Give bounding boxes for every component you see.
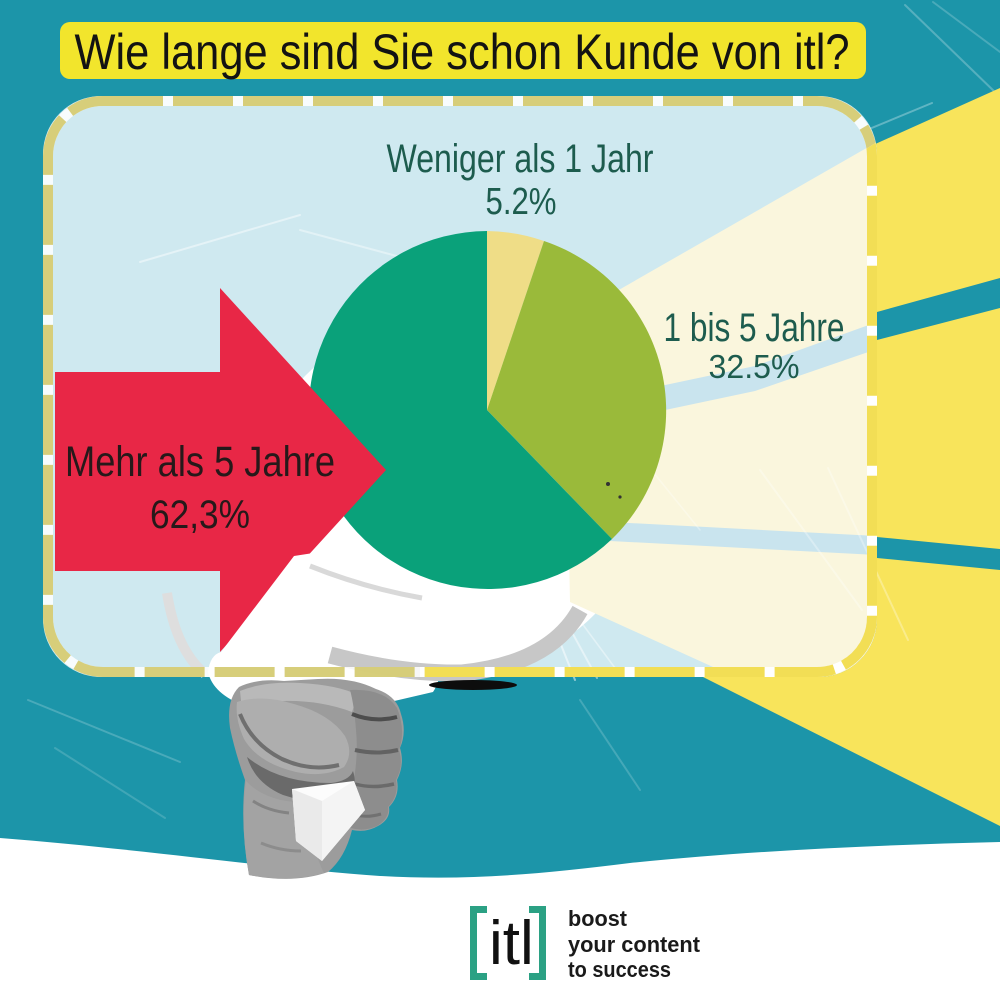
svg-text:5.2%: 5.2% xyxy=(486,181,557,223)
svg-text:Weniger als 1 Jahr: Weniger als 1 Jahr xyxy=(387,137,654,181)
svg-text:1 bis 5 Jahre: 1 bis 5 Jahre xyxy=(664,306,845,350)
svg-text:your content: your content xyxy=(568,932,701,957)
svg-text:62,3%: 62,3% xyxy=(150,493,250,537)
svg-text:boost: boost xyxy=(568,906,628,931)
svg-text:Mehr als 5 Jahre: Mehr als 5 Jahre xyxy=(65,438,335,486)
svg-text:32.5%: 32.5% xyxy=(709,348,800,385)
svg-text:to success: to success xyxy=(568,957,671,982)
svg-text:Wie lange sind Sie schon Kunde: Wie lange sind Sie schon Kunde von itl? xyxy=(75,24,850,80)
svg-text:itl: itl xyxy=(489,909,534,978)
